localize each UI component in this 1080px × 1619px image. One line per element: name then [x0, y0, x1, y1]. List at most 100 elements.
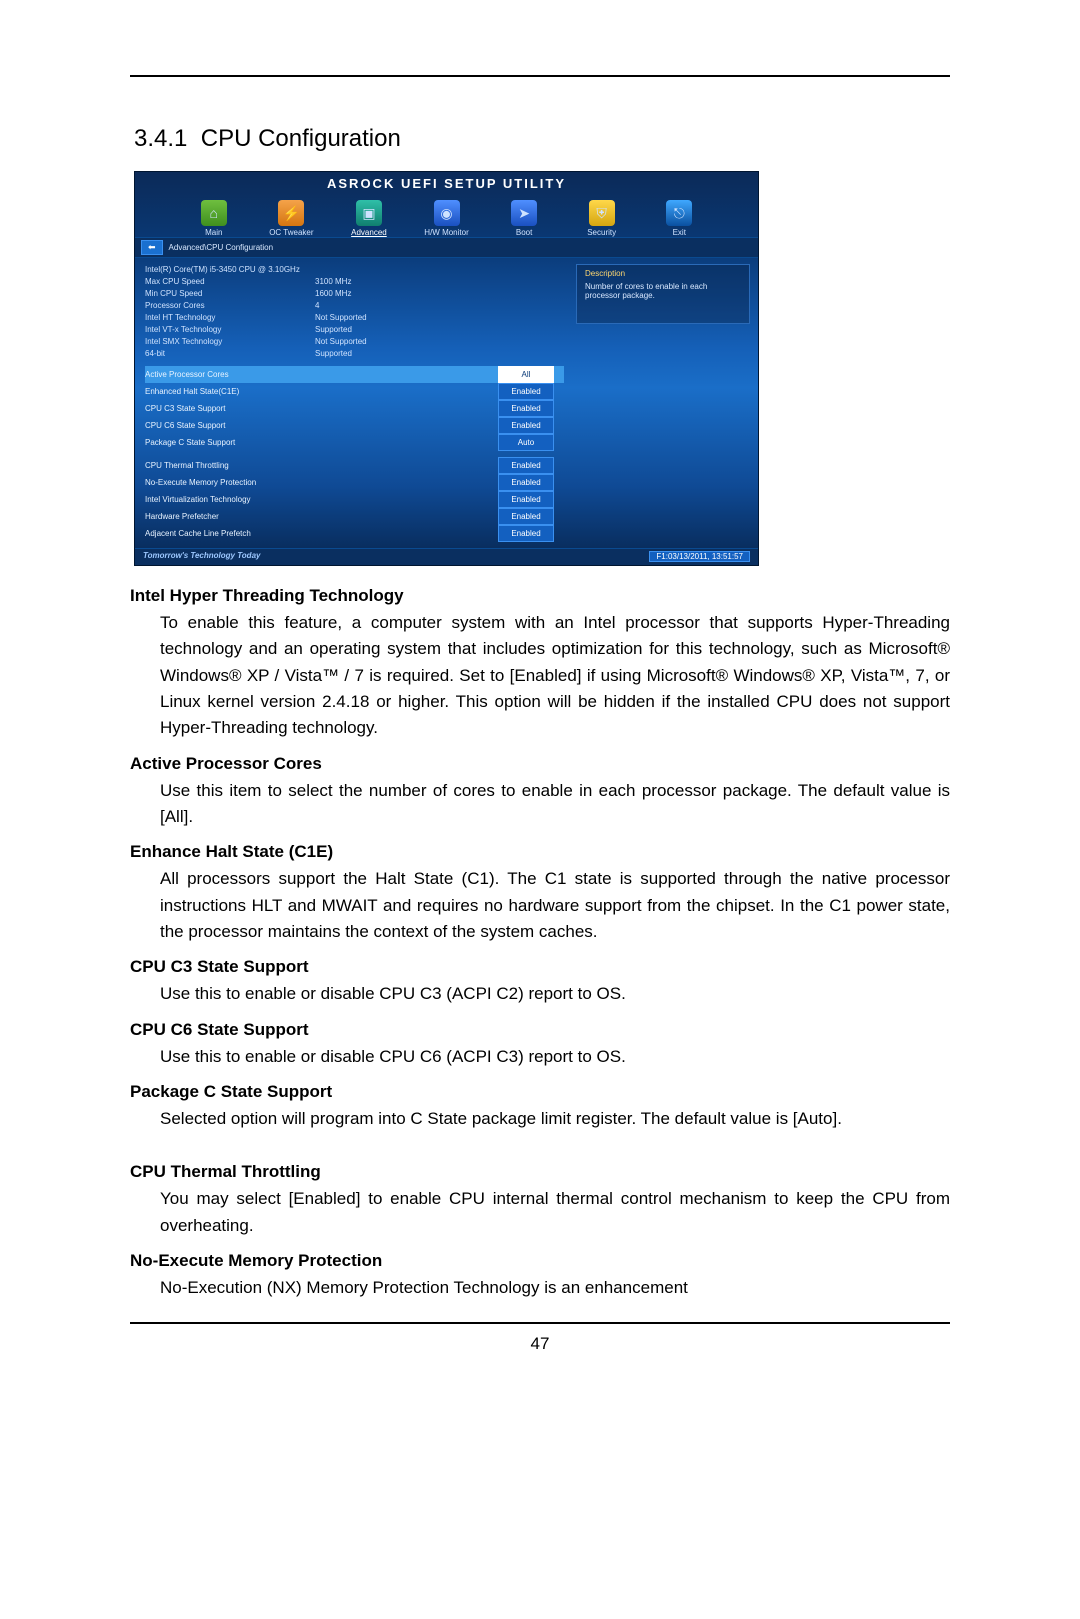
info-value: 4	[315, 300, 319, 312]
entry-title: Enhance Halt State (C1E)	[130, 842, 950, 862]
setting-value[interactable]: Enabled	[498, 525, 554, 542]
info-row: Intel VT-x TechnologySupported	[145, 324, 564, 336]
info-value: Not Supported	[315, 312, 367, 324]
entry-desc: Use this to enable or disable CPU C3 (AC…	[160, 981, 950, 1007]
main-icon: ⌂	[201, 200, 227, 226]
section-title: CPU Configuration	[201, 125, 401, 152]
setting-label: CPU C6 State Support	[145, 418, 498, 433]
footer-datetime: F1:03/13/2011, 13:51:57	[649, 551, 750, 562]
bios-tab-row: ⌂Main ⚡OC Tweaker ▣Advanced ◉H/W Monitor…	[135, 193, 758, 237]
security-icon: ⛨	[589, 200, 615, 226]
section-heading: 3.4.1 CPU Configuration	[134, 125, 950, 153]
info-label: Min CPU Speed	[145, 288, 315, 300]
setting-row[interactable]: Hardware PrefetcherEnabled	[145, 508, 564, 525]
setting-row[interactable]: Active Processor CoresAll	[145, 366, 564, 383]
info-row: Max CPU Speed3100 MHz	[145, 276, 564, 288]
info-label: Max CPU Speed	[145, 276, 315, 288]
setting-row[interactable]: CPU C3 State SupportEnabled	[145, 400, 564, 417]
setting-row[interactable]: Adjacent Cache Line PrefetchEnabled	[145, 525, 564, 542]
footer-slogan: Tomorrow's Technology Today	[143, 551, 260, 562]
bios-footer: Tomorrow's Technology Today F1:03/13/201…	[135, 548, 758, 565]
hwmon-icon: ◉	[434, 200, 460, 226]
tab-main[interactable]: ⌂Main	[175, 200, 253, 237]
setting-row[interactable]: CPU Thermal ThrottlingEnabled	[145, 457, 564, 474]
setting-label: Enhanced Halt State(C1E)	[145, 384, 498, 399]
setting-row[interactable]: No-Execute Memory ProtectionEnabled	[145, 474, 564, 491]
info-label: 64-bit	[145, 348, 315, 360]
setting-label: Hardware Prefetcher	[145, 509, 498, 524]
doc-entry: CPU C3 State Support Use this to enable o…	[130, 957, 950, 1007]
setting-value[interactable]: Enabled	[498, 474, 554, 491]
bios-help-pane: Description Number of cores to enable in…	[568, 258, 758, 548]
breadcrumb-text: Advanced\CPU Configuration	[169, 243, 274, 252]
entry-title: Active Processor Cores	[130, 754, 950, 774]
tab-boot[interactable]: ➤Boot	[485, 200, 563, 237]
info-value: Not Supported	[315, 336, 367, 348]
setting-row[interactable]: Intel Virtualization TechnologyEnabled	[145, 491, 564, 508]
info-row: Intel SMX TechnologyNot Supported	[145, 336, 564, 348]
help-heading: Description	[585, 269, 741, 278]
doc-entry: Active Processor Cores Use this item to s…	[130, 754, 950, 831]
entry-desc: Use this item to select the number of co…	[160, 778, 950, 831]
setting-value[interactable]: Enabled	[498, 400, 554, 417]
bios-title: ASROCK UEFI SETUP UTILITY	[135, 172, 758, 193]
setting-value[interactable]: Enabled	[498, 417, 554, 434]
doc-entry: Intel Hyper Threading TechnologyTo enabl…	[130, 586, 950, 742]
info-label: Intel HT Technology	[145, 312, 315, 324]
info-label: Intel(R) Core(TM) i5-3450 CPU @ 3.10GHz	[145, 264, 315, 276]
entry-title: CPU C6 State Support	[130, 1020, 950, 1040]
setting-row[interactable]: Package C State SupportAuto	[145, 434, 564, 451]
setting-label: Adjacent Cache Line Prefetch	[145, 526, 498, 541]
doc-entry: No-Execute Memory ProtectionNo-Execution…	[130, 1251, 950, 1301]
info-row: Min CPU Speed1600 MHz	[145, 288, 564, 300]
tab-oc[interactable]: ⚡OC Tweaker	[253, 200, 331, 237]
top-divider	[130, 75, 950, 77]
entry-desc: No-Execution (NX) Memory Protection Tech…	[160, 1275, 950, 1301]
bottom-divider	[130, 1322, 950, 1324]
tab-exit[interactable]: ⎋Exit	[640, 200, 718, 237]
tab-security[interactable]: ⛨Security	[563, 200, 641, 237]
back-button[interactable]: ⬅	[141, 240, 163, 255]
tab-advanced[interactable]: ▣Advanced	[330, 200, 408, 237]
entry-desc: To enable this feature, a computer syste…	[160, 610, 950, 742]
setting-value[interactable]: Enabled	[498, 383, 554, 400]
info-label: Intel VT-x Technology	[145, 324, 315, 336]
info-value: 3100 MHz	[315, 276, 351, 288]
advanced-icon: ▣	[356, 200, 382, 226]
info-row: Processor Cores4	[145, 300, 564, 312]
setting-value[interactable]: Enabled	[498, 508, 554, 525]
entry-desc: Selected option will program into C Stat…	[160, 1106, 950, 1132]
setting-label: Active Processor Cores	[145, 367, 498, 382]
info-row: Intel(R) Core(TM) i5-3450 CPU @ 3.10GHz	[145, 264, 564, 276]
setting-row[interactable]: CPU C6 State SupportEnabled	[145, 417, 564, 434]
section-number: 3.4.1	[134, 125, 187, 152]
exit-icon: ⎋	[666, 200, 692, 226]
info-value: 1600 MHz	[315, 288, 351, 300]
setting-value[interactable]: All	[498, 366, 554, 383]
setting-value[interactable]: Auto	[498, 434, 554, 451]
bios-breadcrumb-bar: ⬅ Advanced\CPU Configuration	[135, 237, 758, 258]
setting-label: No-Execute Memory Protection	[145, 475, 498, 490]
setting-label: CPU C3 State Support	[145, 401, 498, 416]
setting-label: Package C State Support	[145, 435, 498, 450]
bios-left-pane: Intel(R) Core(TM) i5-3450 CPU @ 3.10GHzM…	[135, 258, 568, 548]
oc-icon: ⚡	[278, 200, 304, 226]
info-row: 64-bitSupported	[145, 348, 564, 360]
info-value: Supported	[315, 348, 352, 360]
tab-hwmon[interactable]: ◉H/W Monitor	[408, 200, 486, 237]
boot-icon: ➤	[511, 200, 537, 226]
info-label: Intel SMX Technology	[145, 336, 315, 348]
doc-entry: CPU Thermal ThrottlingYou may select [En…	[130, 1162, 950, 1239]
doc-entry: Enhance Halt State (C1E) All processors s…	[130, 842, 950, 945]
setting-row[interactable]: Enhanced Halt State(C1E)Enabled	[145, 383, 564, 400]
setting-value[interactable]: Enabled	[498, 491, 554, 508]
setting-value[interactable]: Enabled	[498, 457, 554, 474]
info-value: Supported	[315, 324, 352, 336]
page-number: 47	[130, 1334, 950, 1354]
info-row: Intel HT TechnologyNot Supported	[145, 312, 564, 324]
entry-desc: All processors support the Halt State (C…	[160, 866, 950, 945]
doc-entry: Package C State SupportSelected option w…	[130, 1082, 950, 1132]
bios-screenshot: ASROCK UEFI SETUP UTILITY ⌂Main ⚡OC Twea…	[134, 171, 759, 566]
entry-title: CPU C3 State Support	[130, 957, 950, 977]
setting-label: CPU Thermal Throttling	[145, 458, 498, 473]
